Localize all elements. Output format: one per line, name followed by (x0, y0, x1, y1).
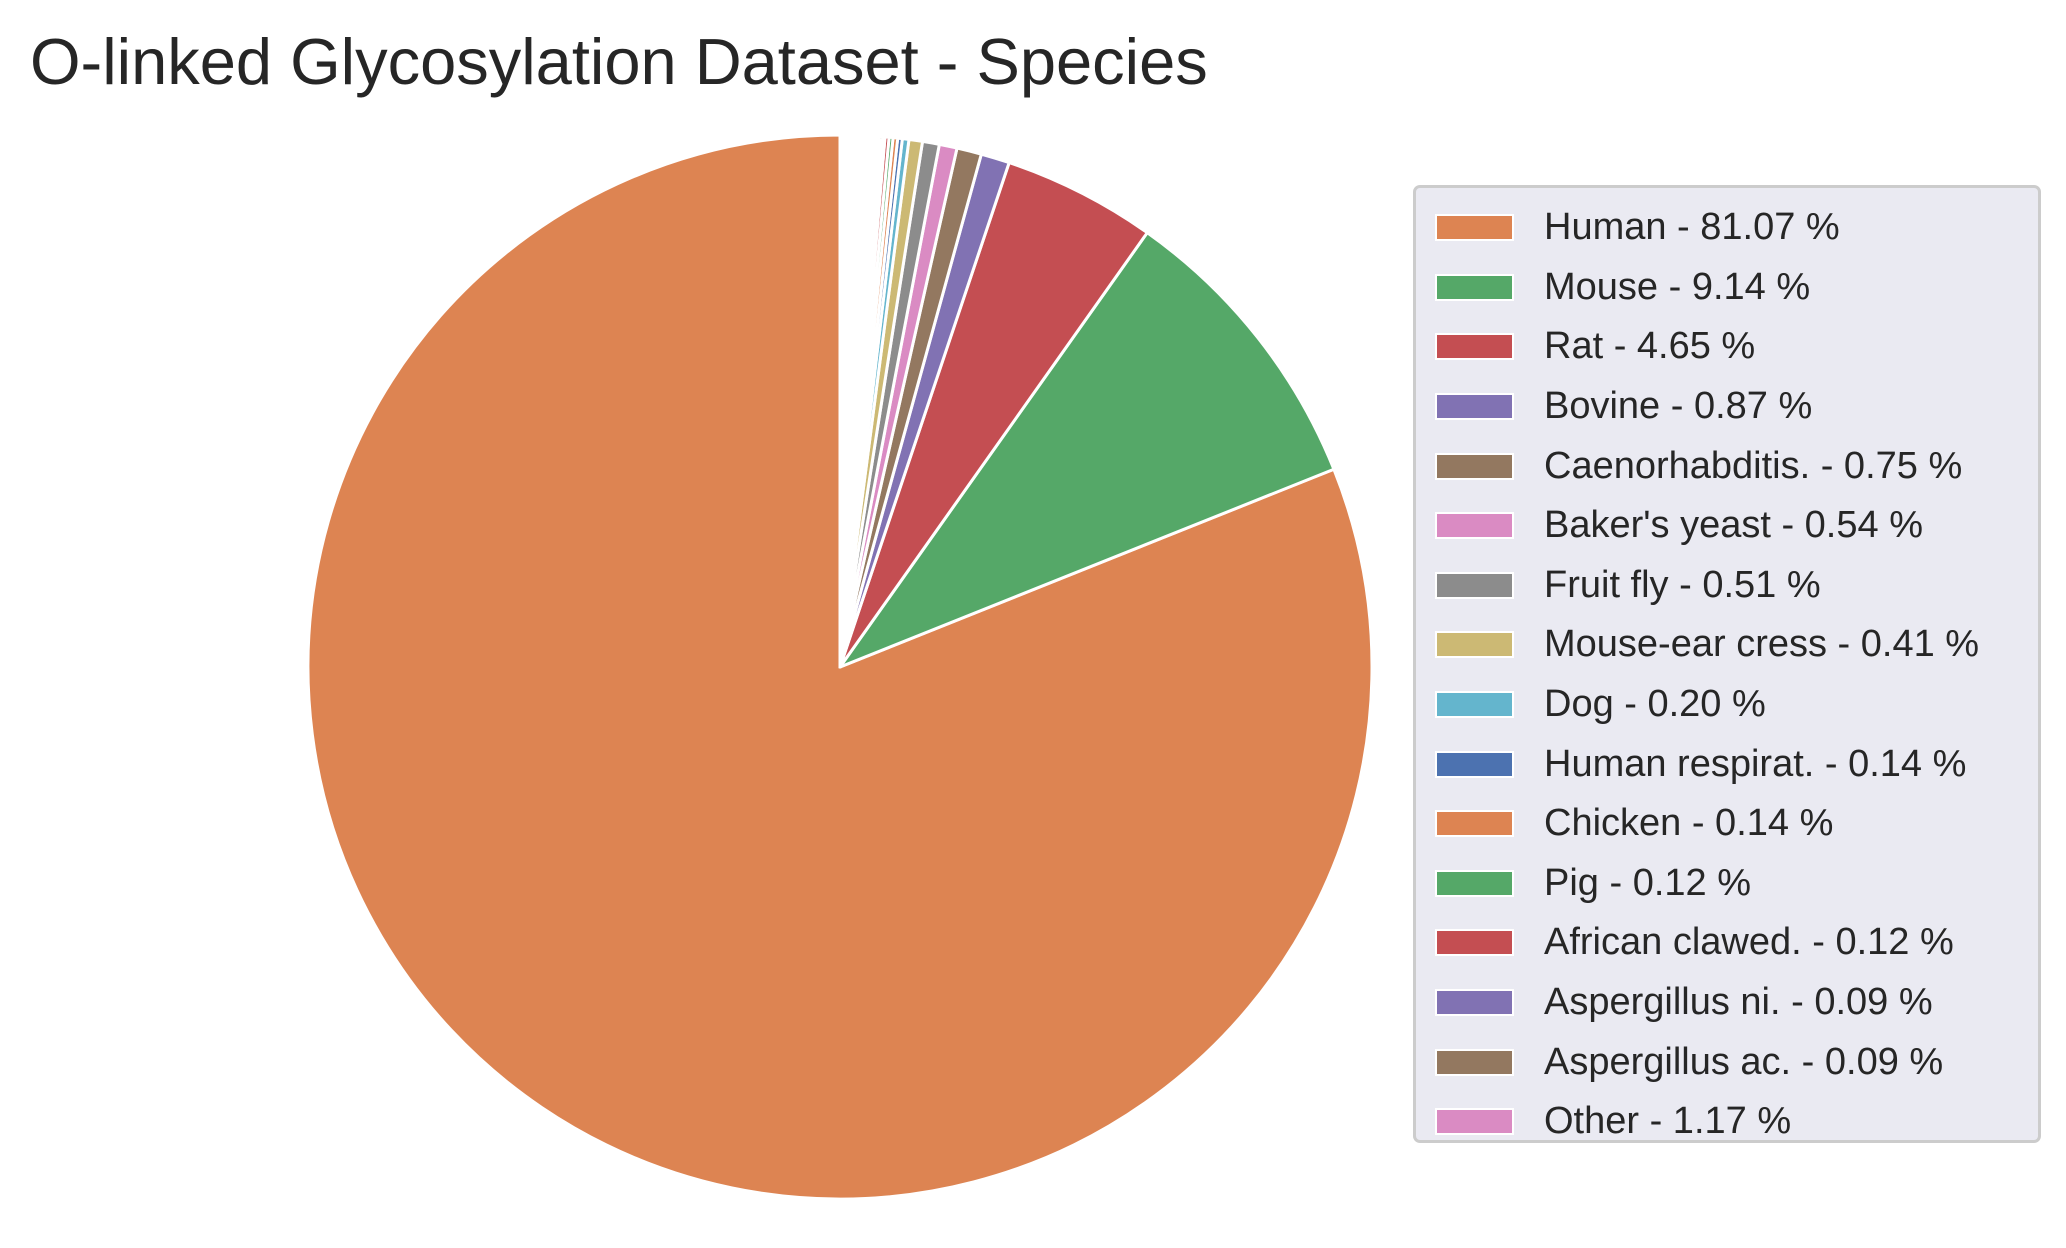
legend-label: Human respirat. - 0.14 % (1544, 742, 1967, 785)
legend-label: Caenorhabditis. - 0.75 % (1544, 444, 1963, 487)
legend-label: Mouse-ear cress - 0.41 % (1544, 623, 1980, 666)
legend-item-aspergillus-ac: Aspergillus ac. - 0.09 % (1416, 1032, 2038, 1092)
legend-label: Fruit fly - 0.51 % (1544, 563, 1821, 606)
chart-title: O-linked Glycosylation Dataset - Species (30, 25, 1208, 98)
legend-item-chicken: Chicken - 0.14 % (1416, 794, 2038, 854)
legend-label: African clawed. - 0.12 % (1544, 921, 1954, 964)
legend-item-bovine: Bovine - 0.87 % (1416, 377, 2038, 437)
legend-swatch (1435, 810, 1514, 838)
legend-label: Aspergillus ni. - 0.09 % (1544, 981, 1933, 1024)
legend-label: Aspergillus ac. - 0.09 % (1544, 1040, 1944, 1083)
legend-item-mouse: Mouse - 9.14 % (1416, 258, 2038, 318)
legend-swatch (1435, 691, 1514, 719)
legend-swatch (1435, 393, 1514, 421)
legend-item-aspergillus-ni: Aspergillus ni. - 0.09 % (1416, 973, 2038, 1033)
legend-swatch (1435, 214, 1514, 242)
pie-slice-mouse (838, 231, 1336, 669)
legend-label: Other - 1.17 % (1544, 1100, 1792, 1143)
legend-item-caenorhabditis: Caenorhabditis. - 0.75 % (1416, 436, 2038, 496)
legend-swatch (1435, 333, 1514, 361)
legend-item-african-clawed: African clawed. - 0.12 % (1416, 913, 2038, 973)
legend-label: Chicken - 0.14 % (1544, 802, 1834, 845)
legend-swatch (1435, 989, 1514, 1017)
legend-label: Pig - 0.12 % (1544, 861, 1751, 904)
legend-item-dog: Dog - 0.20 % (1416, 675, 2038, 735)
legend-label: Human - 81.07 % (1544, 206, 1840, 249)
legend-swatch (1435, 1048, 1514, 1076)
legend-label: Rat - 4.65 % (1544, 325, 1756, 368)
legend-swatch (1435, 273, 1514, 301)
legend-item-mouse-ear-cress: Mouse-ear cress - 0.41 % (1416, 615, 2038, 675)
legend-swatch (1435, 750, 1514, 778)
legend-item-fruit-fly: Fruit fly - 0.51 % (1416, 556, 2038, 616)
legend-item-human-respirat: Human respirat. - 0.14 % (1416, 734, 2038, 794)
legend-label: Baker's yeast - 0.54 % (1544, 504, 1923, 547)
legend-swatch (1435, 1108, 1514, 1136)
pie-slice-other (838, 133, 881, 669)
legend-item-rat: Rat - 4.65 % (1416, 317, 2038, 377)
legend-swatch (1435, 631, 1514, 659)
legend-swatch (1435, 869, 1514, 897)
legend-label: Bovine - 0.87 % (1544, 385, 1813, 428)
legend-item-human: Human - 81.07 % (1416, 198, 2038, 258)
legend-item-pig: Pig - 0.12 % (1416, 854, 2038, 914)
legend-label: Dog - 0.20 % (1544, 683, 1766, 726)
legend-swatch (1435, 512, 1514, 540)
legend-item-baker-s-yeast: Baker's yeast - 0.54 % (1416, 496, 2038, 556)
legend-swatch (1435, 452, 1514, 480)
legend-swatch (1435, 929, 1514, 957)
pie-slice-rat (838, 161, 1149, 669)
legend-label: Mouse - 9.14 % (1544, 265, 1811, 308)
pie-slices (306, 133, 1374, 1201)
legend-item-other: Other - 1.17 % (1416, 1092, 2038, 1152)
legend-swatch (1435, 571, 1514, 599)
legend: Human - 81.07 % Mouse - 9.14 % Rat - 4.65 … (1413, 185, 2041, 1143)
